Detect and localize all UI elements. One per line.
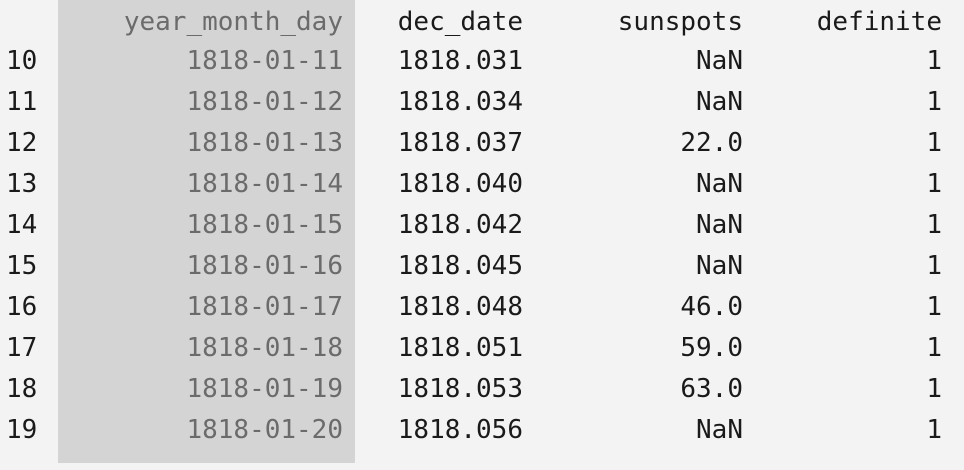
cell-year-month-day: 1818-01-16 — [186, 251, 343, 281]
table-row: 10 1818-01-11 1818.031 NaN 1 — [0, 41, 964, 82]
row-index: 17 — [6, 333, 38, 363]
cell-dec-date: 1818.051 — [397, 333, 523, 363]
row-index: 19 — [6, 415, 38, 445]
row-index: 14 — [6, 210, 38, 240]
table-row: 18 1818-01-19 1818.053 63.0 1 — [0, 369, 964, 410]
table-row: 15 1818-01-16 1818.045 NaN 1 — [0, 246, 964, 287]
column-header-dec-date[interactable]: dec_date — [397, 7, 523, 37]
cell-definite: 1 — [926, 292, 942, 322]
table-row: 14 1818-01-15 1818.042 NaN 1 — [0, 205, 964, 246]
highlighted-column-background — [58, 0, 355, 463]
cell-year-month-day: 1818-01-18 — [186, 333, 343, 363]
row-index: 12 — [6, 128, 38, 158]
column-header-sunspots[interactable]: sunspots — [617, 7, 743, 37]
cell-dec-date: 1818.045 — [397, 251, 523, 281]
cell-year-month-day: 1818-01-11 — [186, 46, 343, 76]
cell-dec-date: 1818.031 — [397, 46, 523, 76]
table-row: 16 1818-01-17 1818.048 46.0 1 — [0, 287, 964, 328]
column-header-definite[interactable]: definite — [816, 7, 942, 37]
cell-dec-date: 1818.042 — [397, 210, 523, 240]
cell-definite: 1 — [926, 251, 942, 281]
header-row: year_month_day dec_date sunspots definit… — [0, 3, 964, 41]
cell-sunspots: 63.0 — [680, 374, 743, 404]
table-row: 12 1818-01-13 1818.037 22.0 1 — [0, 123, 964, 164]
cell-dec-date: 1818.056 — [397, 415, 523, 445]
row-index: 16 — [6, 292, 38, 322]
table-row: 13 1818-01-14 1818.040 NaN 1 — [0, 164, 964, 205]
row-index: 11 — [6, 87, 38, 117]
cell-year-month-day: 1818-01-17 — [186, 292, 343, 322]
cell-year-month-day: 1818-01-20 — [186, 415, 343, 445]
cell-definite: 1 — [926, 333, 942, 363]
cell-sunspots: NaN — [696, 46, 743, 76]
cell-definite: 1 — [926, 374, 942, 404]
column-header-year-month-day[interactable]: year_month_day — [123, 7, 343, 37]
cell-dec-date: 1818.040 — [397, 169, 523, 199]
table-row: 19 1818-01-20 1818.056 NaN 1 — [0, 410, 964, 451]
row-index: 18 — [6, 374, 38, 404]
cell-dec-date: 1818.053 — [397, 374, 523, 404]
cell-sunspots: NaN — [696, 169, 743, 199]
cell-year-month-day: 1818-01-14 — [186, 169, 343, 199]
cell-dec-date: 1818.037 — [397, 128, 523, 158]
cell-sunspots: 59.0 — [680, 333, 743, 363]
row-index: 15 — [6, 251, 38, 281]
cell-sunspots: NaN — [696, 251, 743, 281]
table-row: 17 1818-01-18 1818.051 59.0 1 — [0, 328, 964, 369]
cell-sunspots: 22.0 — [680, 128, 743, 158]
cell-definite: 1 — [926, 415, 942, 445]
cell-definite: 1 — [926, 169, 942, 199]
cell-definite: 1 — [926, 128, 942, 158]
table-row: 11 1818-01-12 1818.034 NaN 1 — [0, 82, 964, 123]
cell-year-month-day: 1818-01-19 — [186, 374, 343, 404]
cell-year-month-day: 1818-01-15 — [186, 210, 343, 240]
cell-sunspots: 46.0 — [680, 292, 743, 322]
cell-sunspots: NaN — [696, 87, 743, 117]
cell-definite: 1 — [926, 210, 942, 240]
cell-year-month-day: 1818-01-13 — [186, 128, 343, 158]
cell-dec-date: 1818.048 — [397, 292, 523, 322]
row-index: 10 — [6, 46, 38, 76]
index-header — [0, 3, 58, 41]
row-index: 13 — [6, 169, 38, 199]
cell-definite: 1 — [926, 87, 942, 117]
cell-sunspots: NaN — [696, 210, 743, 240]
cell-sunspots: NaN — [696, 415, 743, 445]
cell-definite: 1 — [926, 46, 942, 76]
dataframe-table: year_month_day dec_date sunspots definit… — [0, 3, 964, 451]
cell-year-month-day: 1818-01-12 — [186, 87, 343, 117]
cell-dec-date: 1818.034 — [397, 87, 523, 117]
